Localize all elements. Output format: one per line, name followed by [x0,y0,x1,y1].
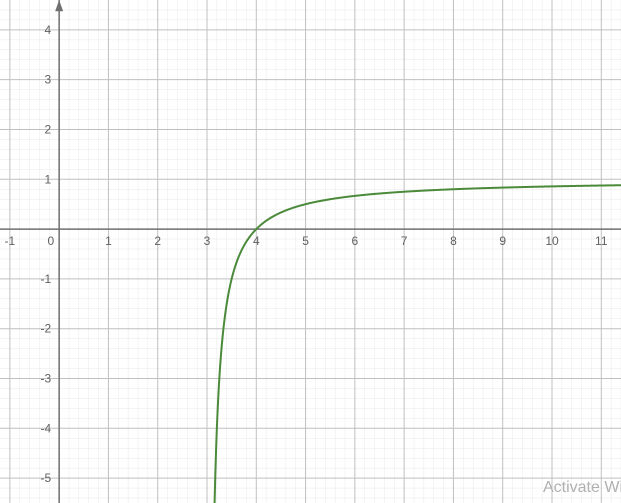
svg-text:7: 7 [401,234,408,248]
svg-text:8: 8 [450,234,457,248]
svg-text:2: 2 [154,234,161,248]
coordinate-plane-chart: -1 0 1 2 3 4 5 6 7 8 9 10 11 -5 -4 -3 -2 -1 1 2 3 4 [0,0,621,503]
svg-text:2: 2 [44,122,51,136]
svg-text:-4: -4 [40,421,51,435]
svg-text:-1: -1 [40,272,51,286]
svg-text:3: 3 [44,73,51,87]
svg-text:-5: -5 [40,471,51,485]
svg-text:-1: -1 [5,234,16,248]
svg-text:11: 11 [595,234,608,248]
svg-text:9: 9 [499,234,506,248]
svg-text:3: 3 [204,234,211,248]
watermark-text: Activate Wi [543,479,621,497]
svg-text:0: 0 [47,234,54,248]
svg-text:6: 6 [352,234,359,248]
svg-text:1: 1 [44,172,51,186]
svg-text:10: 10 [545,234,559,248]
svg-text:-2: -2 [40,322,51,336]
svg-text:-3: -3 [40,371,51,385]
svg-text:4: 4 [44,23,51,37]
svg-text:4: 4 [253,234,260,248]
svg-text:5: 5 [302,234,309,248]
svg-text:1: 1 [105,234,112,248]
